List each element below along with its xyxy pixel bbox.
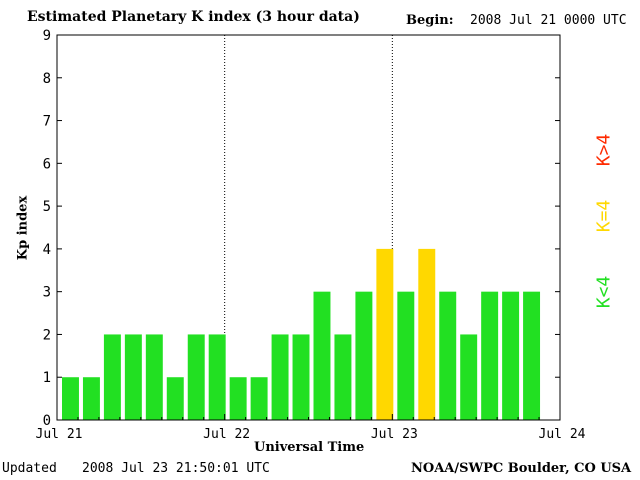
x-axis-label: Universal Time [254,440,365,455]
kp-bar [523,291,541,420]
y-tick-label: 8 [43,71,51,87]
begin-value: 2008 Jul 21 0000 UTC [470,13,627,28]
kp-bar [229,377,247,420]
begin-label: Begin: [406,13,454,28]
x-tick-label: Jul 22 [203,427,250,442]
kp-bar [166,377,184,420]
kp-bar [397,291,415,420]
x-tick-label: Jul 24 [539,427,586,442]
y-tick-label: 6 [43,156,51,172]
chart-title: Estimated Planetary K index (3 hour data… [27,9,360,25]
kp-bar [250,377,268,420]
kp-bar [460,334,478,420]
kp-bar [208,334,226,420]
kp-bar [439,291,457,420]
updated-value: 2008 Jul 23 21:50:01 UTC [82,461,270,476]
kp-bar [124,334,142,420]
updated-label: Updated [2,461,57,476]
legend-k-below-4: K<4 [593,275,615,309]
kp-bar [271,334,289,420]
kp-bar [334,334,352,420]
kp-bars [62,248,541,420]
kp-bar [481,291,499,420]
kp-bar [103,334,121,420]
y-tick-label: 2 [43,327,51,343]
kp-bar [145,334,163,420]
y-tick-label: 9 [43,28,51,44]
day-divider-lines [224,35,393,420]
kp-bar [62,377,79,420]
legend-k-above-4: K>4 [593,133,615,167]
y-ticks: 0 1 2 3 4 5 6 7 8 9 [43,28,560,429]
kp-bar [187,334,205,420]
y-tick-label: 0 [43,413,51,429]
kp-bar [376,248,394,420]
x-tick-label: Jul 23 [371,427,418,442]
legend-k-equal-4: K=4 [593,199,615,233]
y-tick-label: 1 [43,370,51,386]
y-axis-label: Kp index [15,195,31,261]
y-tick-label: 7 [43,114,51,130]
kp-bar [292,334,310,420]
kp-bar [502,291,520,420]
y-tick-label: 3 [43,285,51,301]
x-ticks: Jul 21 Jul 22 Jul 23 Jul 24 [36,414,586,442]
x-tick-label: Jul 21 [36,427,83,442]
kp-bar [355,291,373,420]
y-tick-label: 5 [43,199,51,215]
kp-bar [418,248,436,420]
kp-bar [82,377,100,420]
kp-bar [313,291,331,420]
source-credit: NOAA/SWPC Boulder, CO USA [411,461,632,476]
y-tick-label: 4 [43,242,51,258]
